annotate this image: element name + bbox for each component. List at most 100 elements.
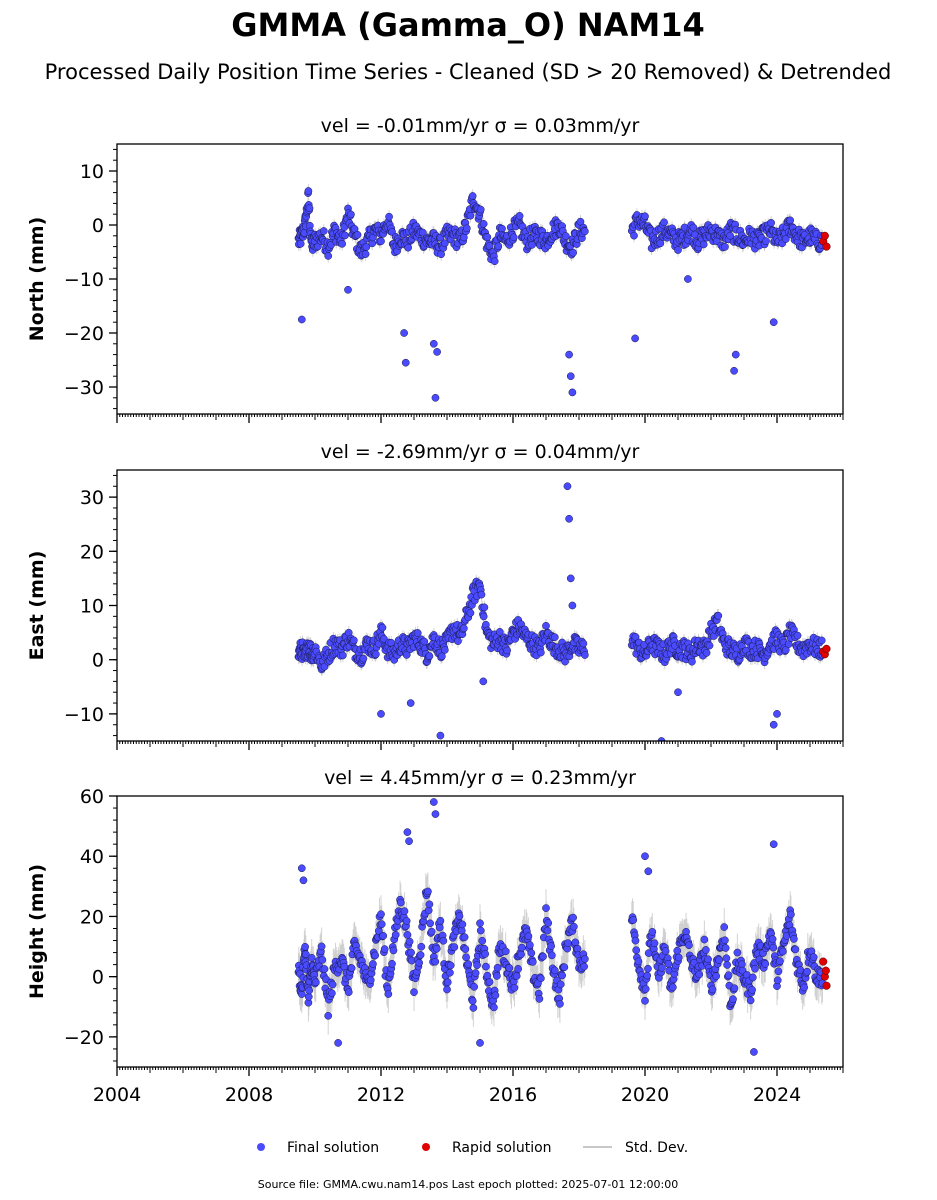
height-final-point (776, 957, 784, 965)
height-final-point (410, 988, 418, 996)
height-final-point (712, 972, 720, 980)
height-rapid-point (821, 966, 830, 975)
north-final-point (361, 250, 370, 258)
north-final-point (404, 243, 412, 252)
height-final-point (369, 960, 377, 968)
north-outlier-point (401, 358, 410, 367)
east-final-point (542, 621, 550, 630)
north-final-point (466, 211, 475, 220)
height-rapid-point (822, 981, 831, 990)
east-rapid-point (822, 644, 831, 653)
height-final-point (416, 951, 425, 959)
height-final-point (751, 964, 759, 973)
height-final-point (510, 983, 519, 992)
height-final-point (301, 942, 309, 951)
height-final-point (791, 945, 800, 954)
north-outlier-point (565, 350, 573, 359)
east-outlier-point (565, 514, 573, 523)
height-final-point (539, 952, 547, 961)
height-final-point (629, 916, 638, 924)
north-outlier-point (731, 350, 740, 359)
north-ytick-label: 0 (92, 215, 104, 237)
north-final-point (440, 239, 449, 248)
height-final-point (695, 970, 704, 979)
east-outlier-point (674, 688, 682, 697)
height-final-point (723, 961, 731, 969)
east-outlier-point (377, 710, 385, 718)
height-final-point (721, 944, 730, 952)
north-final-point (479, 220, 488, 228)
east-ylabel: East (mm) (26, 551, 48, 661)
height-final-point (324, 1011, 333, 1020)
height-final-point (543, 926, 552, 935)
height-final-point (514, 965, 522, 973)
north-final-point (296, 239, 305, 248)
height-final-point (403, 930, 412, 939)
east-final-point (480, 603, 489, 612)
east-ytick-label: 30 (80, 487, 104, 509)
height-final-point (470, 982, 478, 991)
height-final-point (571, 938, 580, 947)
east-final-point (477, 590, 486, 599)
north-final-point (786, 216, 795, 225)
height-final-point (708, 985, 717, 994)
height-final-point (748, 986, 756, 994)
east-final-point (359, 654, 368, 663)
height-final-point (542, 904, 550, 912)
east-final-point (550, 633, 559, 642)
north-final-point (468, 192, 477, 200)
height-ytick-label: 40 (80, 846, 104, 868)
height-outlier-point (405, 837, 413, 846)
height-final-point (328, 989, 336, 998)
north-final-point (581, 227, 589, 236)
height-final-point (746, 996, 755, 1005)
east-final-point (413, 629, 422, 637)
height-final-point (460, 933, 469, 942)
height-final-point (473, 961, 481, 970)
chart-subtitle: Processed Daily Position Time Series - C… (45, 60, 892, 84)
east-final-point (372, 650, 380, 659)
height-final-point (773, 976, 782, 985)
height-final-point (779, 947, 787, 956)
height-final-point (400, 907, 409, 916)
north-final-point (569, 248, 577, 257)
height-data-layer (294, 798, 831, 1056)
east-final-point (438, 652, 446, 661)
height-final-point (318, 955, 327, 964)
height-final-point (424, 887, 432, 896)
height-final-point (491, 991, 500, 1000)
north-outlier-point (769, 318, 778, 327)
height-final-point (669, 983, 677, 992)
north-final-point (483, 233, 492, 242)
east-data-layer (294, 482, 831, 741)
height-final-point (535, 995, 544, 1003)
height-final-point (476, 919, 484, 928)
height-final-point (537, 974, 545, 983)
north-ylabel: North (mm) (26, 217, 48, 342)
height-final-point (478, 936, 487, 945)
north-final-point (726, 231, 734, 240)
height-final-point (702, 946, 710, 954)
height-final-point (493, 963, 502, 972)
north-outlier-point (568, 388, 577, 397)
north-final-point (509, 233, 518, 242)
height-final-point (673, 946, 682, 955)
north-outlier-point (433, 348, 441, 356)
height-final-point (720, 923, 729, 931)
east-final-point (537, 648, 545, 657)
height-final-point (476, 926, 485, 935)
height-final-point (469, 1004, 478, 1012)
height-final-point (407, 948, 415, 957)
height-final-point (643, 971, 652, 980)
north-panel: vel = -0.01mm/yr σ = 0.03mm/yr North (mm)… (26, 115, 844, 423)
height-panel-title: vel = 4.45mm/yr σ = 0.23mm/yr (324, 767, 636, 789)
east-final-point (378, 623, 387, 632)
height-final-point (631, 936, 640, 945)
north-final-point (319, 227, 328, 235)
north-ytick-label: −30 (64, 377, 104, 399)
north-final-point (362, 243, 371, 251)
east-final-point (454, 637, 462, 645)
height-final-point (443, 985, 451, 994)
north-final-point (762, 237, 770, 245)
